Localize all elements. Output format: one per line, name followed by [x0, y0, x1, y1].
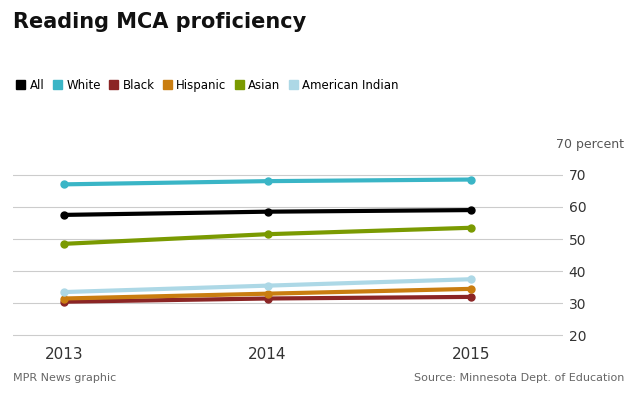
Text: 70 percent: 70 percent: [556, 138, 624, 151]
Text: Reading MCA proficiency: Reading MCA proficiency: [13, 12, 306, 32]
Legend: All, White, Black, Hispanic, Asian, American Indian: All, White, Black, Hispanic, Asian, Amer…: [16, 79, 399, 92]
Text: Source: Minnesota Dept. of Education: Source: Minnesota Dept. of Education: [413, 373, 624, 383]
Text: MPR News graphic: MPR News graphic: [13, 373, 116, 383]
